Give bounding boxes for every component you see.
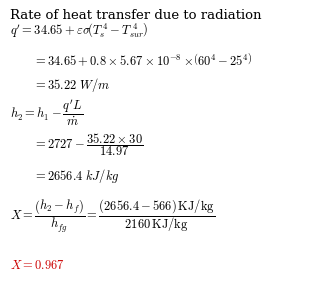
Text: $=2727-\dfrac{35.22\times30}{14.97}$: $=2727-\dfrac{35.22\times30}{14.97}$ xyxy=(33,132,143,159)
Text: $=34.65+0.8\times5.67\times10^{-8}\times\!\left(60^4-25^4\right)$: $=34.65+0.8\times5.67\times10^{-8}\times… xyxy=(33,52,253,68)
Text: $X=0.967$: $X=0.967$ xyxy=(10,259,65,272)
Text: $=2656.4\ kJ/kg$: $=2656.4\ kJ/kg$ xyxy=(33,167,119,185)
Text: $h_2=h_1-\dfrac{q'L}{\dot{m}}$: $h_2=h_1-\dfrac{q'L}{\dot{m}}$ xyxy=(10,98,83,128)
Text: $X=\dfrac{\left(h_2-h_f\right)}{h_{fg}}=\dfrac{(2656.4-566)\,\mathrm{KJ/kg}}{216: $X=\dfrac{\left(h_2-h_f\right)}{h_{fg}}=… xyxy=(10,197,215,234)
Text: Rate of heat transfer due to radiation: Rate of heat transfer due to radiation xyxy=(10,9,261,22)
Text: $=35.22\ W/m$: $=35.22\ W/m$ xyxy=(33,76,110,94)
Text: $q'=34.65+\varepsilon\sigma\!\left(T_s^{\,4}-T_{sur}^{\;4}\right)$: $q'=34.65+\varepsilon\sigma\!\left(T_s^{… xyxy=(10,22,148,40)
